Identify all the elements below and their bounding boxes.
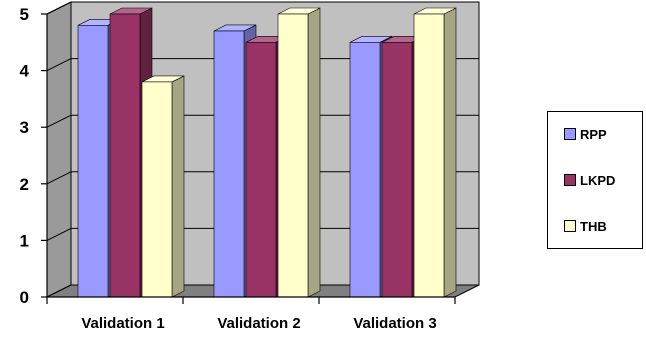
y-tick-label-5: 5	[20, 5, 29, 24]
bar-thb-2-front	[278, 14, 308, 297]
legend-item-rpp: RPP	[564, 126, 607, 142]
bar-thb-1-side	[172, 76, 184, 297]
legend: RPP LKPD THB	[547, 111, 643, 249]
bar-lkpd-2-front	[246, 42, 276, 297]
legend-label-rpp: RPP	[580, 127, 607, 142]
bar-thb-3	[414, 8, 456, 297]
bar-thb-1	[142, 76, 184, 297]
bar-lkpd-1-front	[110, 14, 140, 297]
bar-thb-3-side	[444, 8, 456, 297]
legend-item-lkpd: LKPD	[564, 172, 615, 188]
bar-thb-3-front	[414, 14, 444, 297]
side-wall	[47, 2, 71, 297]
bar-rpp-3-front	[350, 42, 380, 297]
bar-thb-2	[278, 8, 320, 297]
x-category-label-3: Validation 3	[353, 315, 436, 332]
bar-rpp-1-front	[78, 25, 108, 297]
y-tick-labels: 0 1 2 3 4 5	[20, 5, 30, 307]
x-category-labels: Validation 1 Validation 2 Validation 3	[81, 315, 436, 332]
legend-label-lkpd: LKPD	[580, 173, 615, 188]
x-category-label-2: Validation 2	[217, 315, 300, 332]
bar-rpp-2-front	[214, 31, 244, 297]
y-tick-label-4: 4	[20, 62, 30, 81]
x-category-label-1: Validation 1	[81, 315, 164, 332]
legend-label-thb: THB	[580, 219, 607, 234]
bar-thb-1-front	[142, 82, 172, 297]
y-tick-label-3: 3	[20, 118, 29, 137]
bar-lkpd-3-front	[382, 42, 412, 297]
y-tick-label-1: 1	[20, 231, 29, 250]
legend-swatch-rpp	[564, 128, 576, 140]
legend-item-thb: THB	[564, 218, 607, 234]
legend-swatch-lkpd	[564, 174, 576, 186]
y-tick-label-0: 0	[20, 288, 29, 307]
bar-thb-2-side	[308, 8, 320, 297]
bars	[78, 8, 456, 297]
y-tick-label-2: 2	[20, 175, 29, 194]
legend-swatch-thb	[564, 220, 576, 232]
